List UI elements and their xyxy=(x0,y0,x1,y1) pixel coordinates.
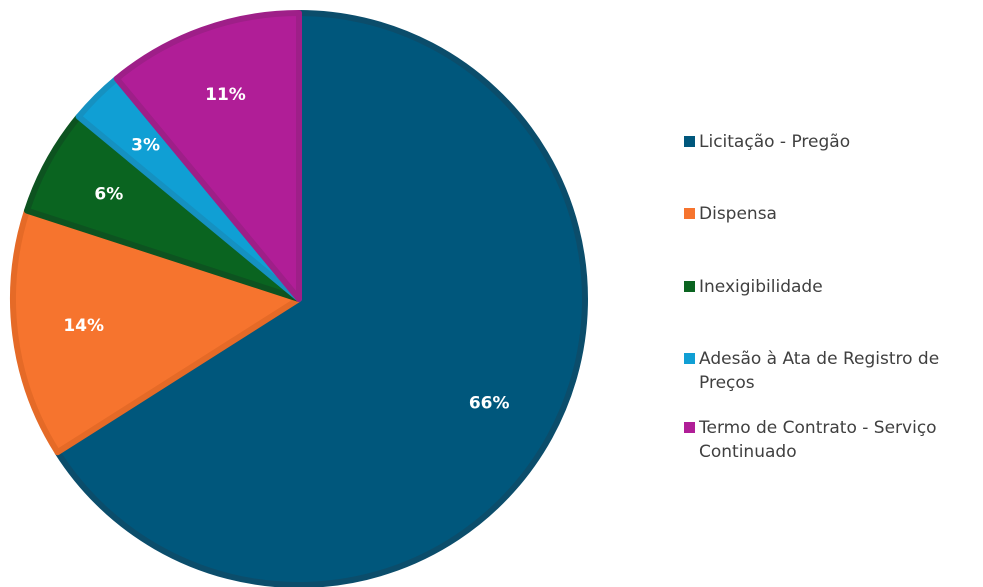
data-label-inexigibilidade: 6% xyxy=(94,185,123,205)
legend-swatch xyxy=(684,353,695,364)
legend-label: Inexigibilidade xyxy=(699,277,823,297)
legend-label: Dispensa xyxy=(699,204,777,224)
legend-label: Termo de Contrato - Serviço Continuado xyxy=(699,418,937,462)
data-label-adesao-ata: 3% xyxy=(131,136,160,156)
pie-slice-licitacao-pregao xyxy=(54,10,588,587)
legend-item-inexigibilidade: Inexigibilidade xyxy=(684,275,979,299)
legend-swatch xyxy=(684,136,695,147)
data-labels: 66% 14% 6% 3% 11% xyxy=(63,85,509,414)
legend-swatch xyxy=(684,422,695,433)
pie-slice-termo-contrato xyxy=(113,10,302,302)
data-label-termo-contrato: 11% xyxy=(205,85,246,105)
legend-label: Licitação - Pregão xyxy=(699,132,851,152)
pie-slices xyxy=(10,10,588,587)
legend-item-termo-contrato: Termo de Contrato - Serviço Continuado xyxy=(684,416,979,464)
data-label-dispensa: 14% xyxy=(63,316,104,336)
data-label-licitacao-pregao: 66% xyxy=(469,394,510,414)
legend-swatch xyxy=(684,281,695,292)
pie-slice-dispensa xyxy=(10,207,302,456)
legend-item-dispensa: Dispensa xyxy=(684,202,979,226)
legend-label: Adesão à Ata de Registro de Preços xyxy=(699,349,940,393)
legend-swatch xyxy=(684,208,695,219)
legend-item-licitacao-pregao: Licitação - Pregão xyxy=(684,130,979,154)
legend-item-adesao-ata: Adesão à Ata de Registro de Preços xyxy=(684,347,979,395)
